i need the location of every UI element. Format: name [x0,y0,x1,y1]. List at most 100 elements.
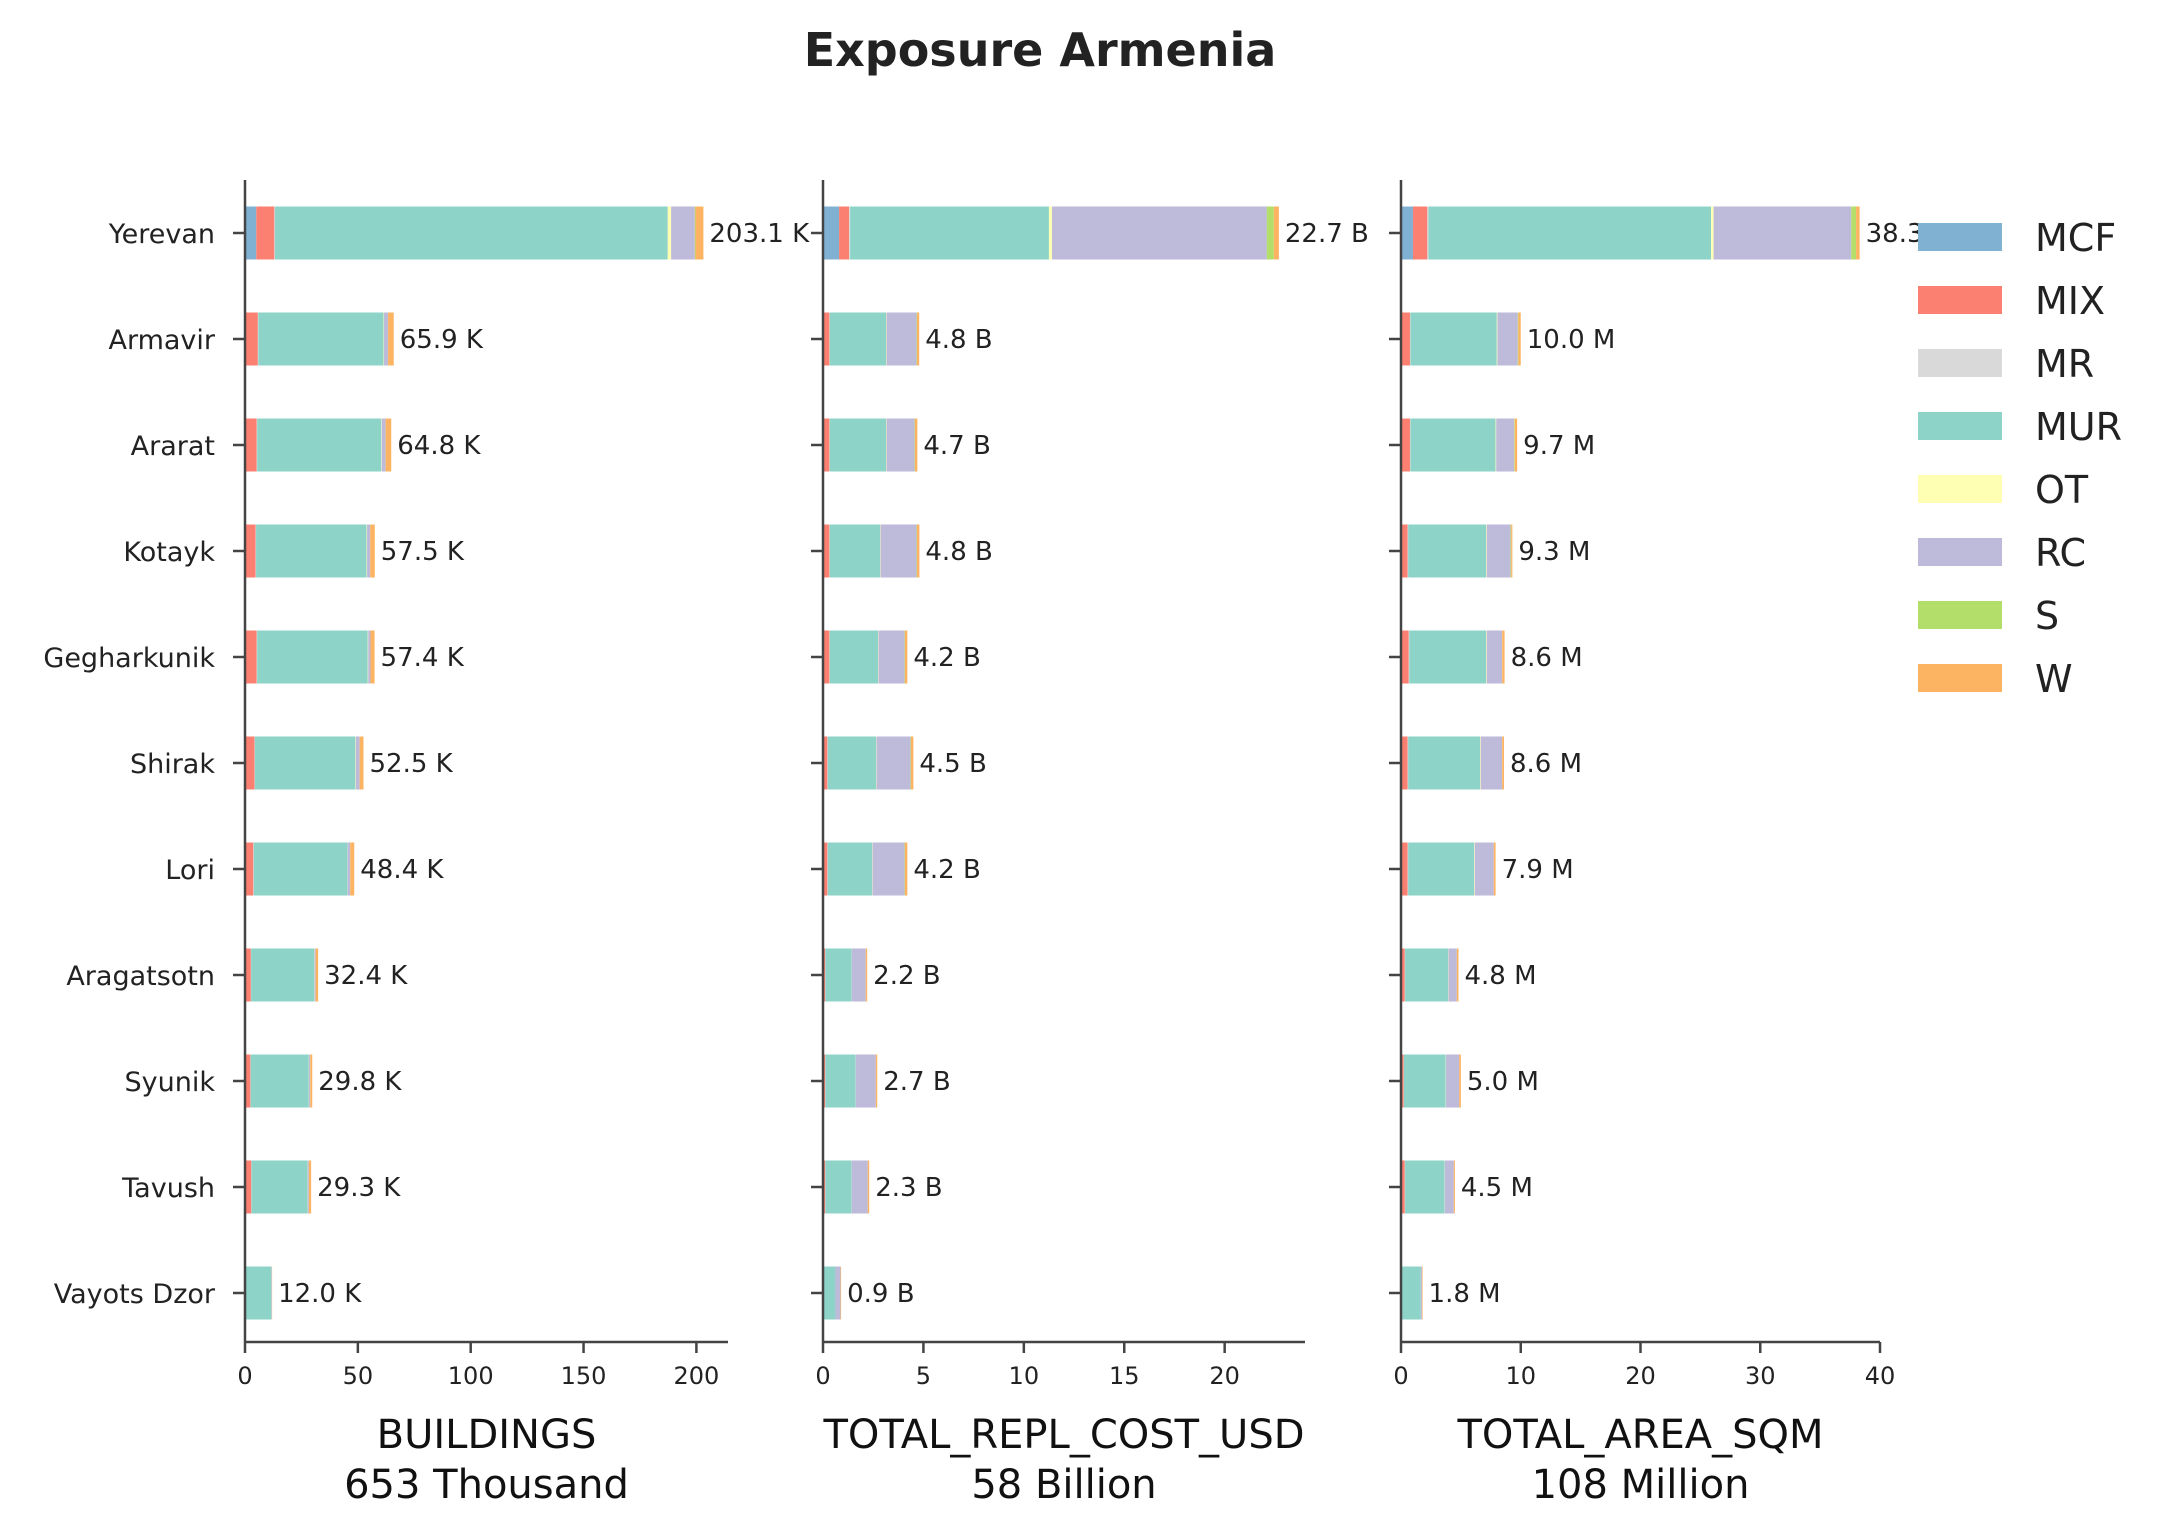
bar-mr-armavir [1409,312,1411,366]
bar-mix-shirak [1401,736,1408,790]
bar-ot-gegharkunik [1486,630,1487,684]
x-tick-label: 10 [1505,1362,1536,1390]
legend-item-w: W [1918,657,2073,701]
bar-mur-ararat [1410,418,1496,472]
bar-mur-vayots-dzor [1401,1266,1421,1320]
bar-ot-lori [1474,842,1475,896]
bar-w-gegharkunik [1502,630,1505,684]
bar-w-shirak [359,736,364,790]
bar-w-vayots-dzor [1421,1266,1423,1320]
bar-mix-ararat [1401,418,1410,472]
category-label: Shirak [130,749,215,780]
chart-panels: 203.1 K Yerevan 65.9 K Armavir 64.8 K Ararat 5… [43,180,1954,1508]
bar-mix-ararat [245,418,257,472]
bar-rc-vayots-dzor [1420,1266,1422,1320]
x-tick-label: 0 [237,1362,252,1390]
bar-ot-ararat [1495,418,1497,472]
bar-w-tavush [867,1160,870,1214]
bar-mr-yerevan [849,206,851,260]
bar-rc-lori [1474,842,1494,896]
bar-mix-syunik [245,1054,251,1108]
bar-w-yerevan [695,206,704,260]
bar-mur-yerevan [275,206,668,260]
bar-rc-tavush [851,1160,868,1214]
bar-mix-armavir [823,312,830,366]
bar-w-ararat [914,418,918,472]
bar-mur-syunik [1403,1054,1446,1108]
bar-value-label: 10.0 M [1527,325,1616,355]
bar-mix-lori [823,842,828,896]
bar-w-syunik [1459,1054,1461,1108]
bar-mr-yerevan [1427,206,1429,260]
legend: MCF MIX MR MUR OT RC SW [1918,216,2122,701]
bar-w-yerevan [1856,206,1860,260]
bar-mr-yerevan [274,206,276,260]
bar-s-armavir [1517,312,1519,366]
legend-item-mur: MUR [1918,405,2122,449]
x-axis-sublabel: 108 Million [1532,1462,1750,1508]
bar-mur-gegharkunik [829,630,879,684]
x-tick-label: 0 [1393,1362,1408,1390]
bar-value-label: 4.2 B [913,643,980,673]
category-label: Tavush [121,1173,215,1204]
bar-mix-lori [245,842,254,896]
bar-s-ararat [1514,418,1515,472]
x-tick-label: 100 [448,1362,494,1390]
bar-value-label: 8.6 M [1510,749,1582,779]
bar-rc-vayots-dzor [835,1266,841,1320]
legend-swatch [1918,601,2002,629]
bar-w-aragatsotn [1456,948,1459,1002]
bar-value-label: 4.8 M [1464,961,1536,991]
bar-w-aragatsotn [315,948,319,1002]
bar-mur-tavush [251,1160,308,1214]
bar-mur-armavir [1410,312,1497,366]
legend-label: RC [2035,531,2086,575]
bar-w-armavir [388,312,394,366]
bar-rc-gegharkunik [878,630,905,684]
bar-mur-kotayk [1408,524,1487,578]
bar-mix-armavir [1401,312,1410,366]
bar-mix-tavush [1401,1160,1405,1214]
bar-mur-aragatsotn [1405,948,1449,1002]
x-tick-label: 5 [916,1362,931,1390]
bar-mcf-yerevan [1401,206,1413,260]
bar-w-vayots-dzor [840,1266,842,1320]
bar-mur-aragatsotn [825,948,852,1002]
legend-swatch [1918,475,2002,503]
bar-value-label: 203.1 K [709,219,810,249]
legend-label: MIX [2035,279,2105,323]
legend-item-s: S [1918,594,2059,638]
category-label: Lori [165,855,215,886]
bar-rc-ararat [381,418,386,472]
legend-item-rc: RC [1918,531,2086,575]
category-label: Kotayk [123,537,215,568]
category-label: Yerevan [108,219,215,250]
bar-mix-lori [1401,842,1408,896]
bar-value-label: 7.9 M [1502,855,1574,885]
x-tick-label: 200 [673,1362,719,1390]
bar-mix-gegharkunik [1401,630,1409,684]
legend-label: MCF [2035,216,2116,260]
bar-mix-syunik [1401,1054,1404,1108]
chart-title: Exposure Armenia [804,23,1277,77]
bar-s-yerevan [694,206,696,260]
legend-label: MUR [2035,405,2122,449]
legend-label: S [2035,594,2059,638]
bar-mix-yerevan [256,206,275,260]
bar-w-syunik [875,1054,878,1108]
bar-value-label: 12.0 K [278,1279,362,1309]
bar-mur-syunik [250,1054,309,1108]
bar-rc-ararat [886,418,915,472]
bar-w-ararat [385,418,392,472]
legend-label: OT [2035,468,2089,512]
bar-value-label: 9.7 M [1523,431,1595,461]
bar-mr-kotayk [1407,524,1409,578]
bar-mur-kotayk [256,524,367,578]
bar-rc-yerevan [1713,206,1852,260]
bar-w-shirak [1502,736,1504,790]
bar-value-label: 52.5 K [369,749,453,779]
bar-w-shirak [910,736,914,790]
x-tick-label: 40 [1865,1362,1896,1390]
bar-value-label: 2.2 B [873,961,940,991]
bar-rc-gegharkunik [1486,630,1503,684]
